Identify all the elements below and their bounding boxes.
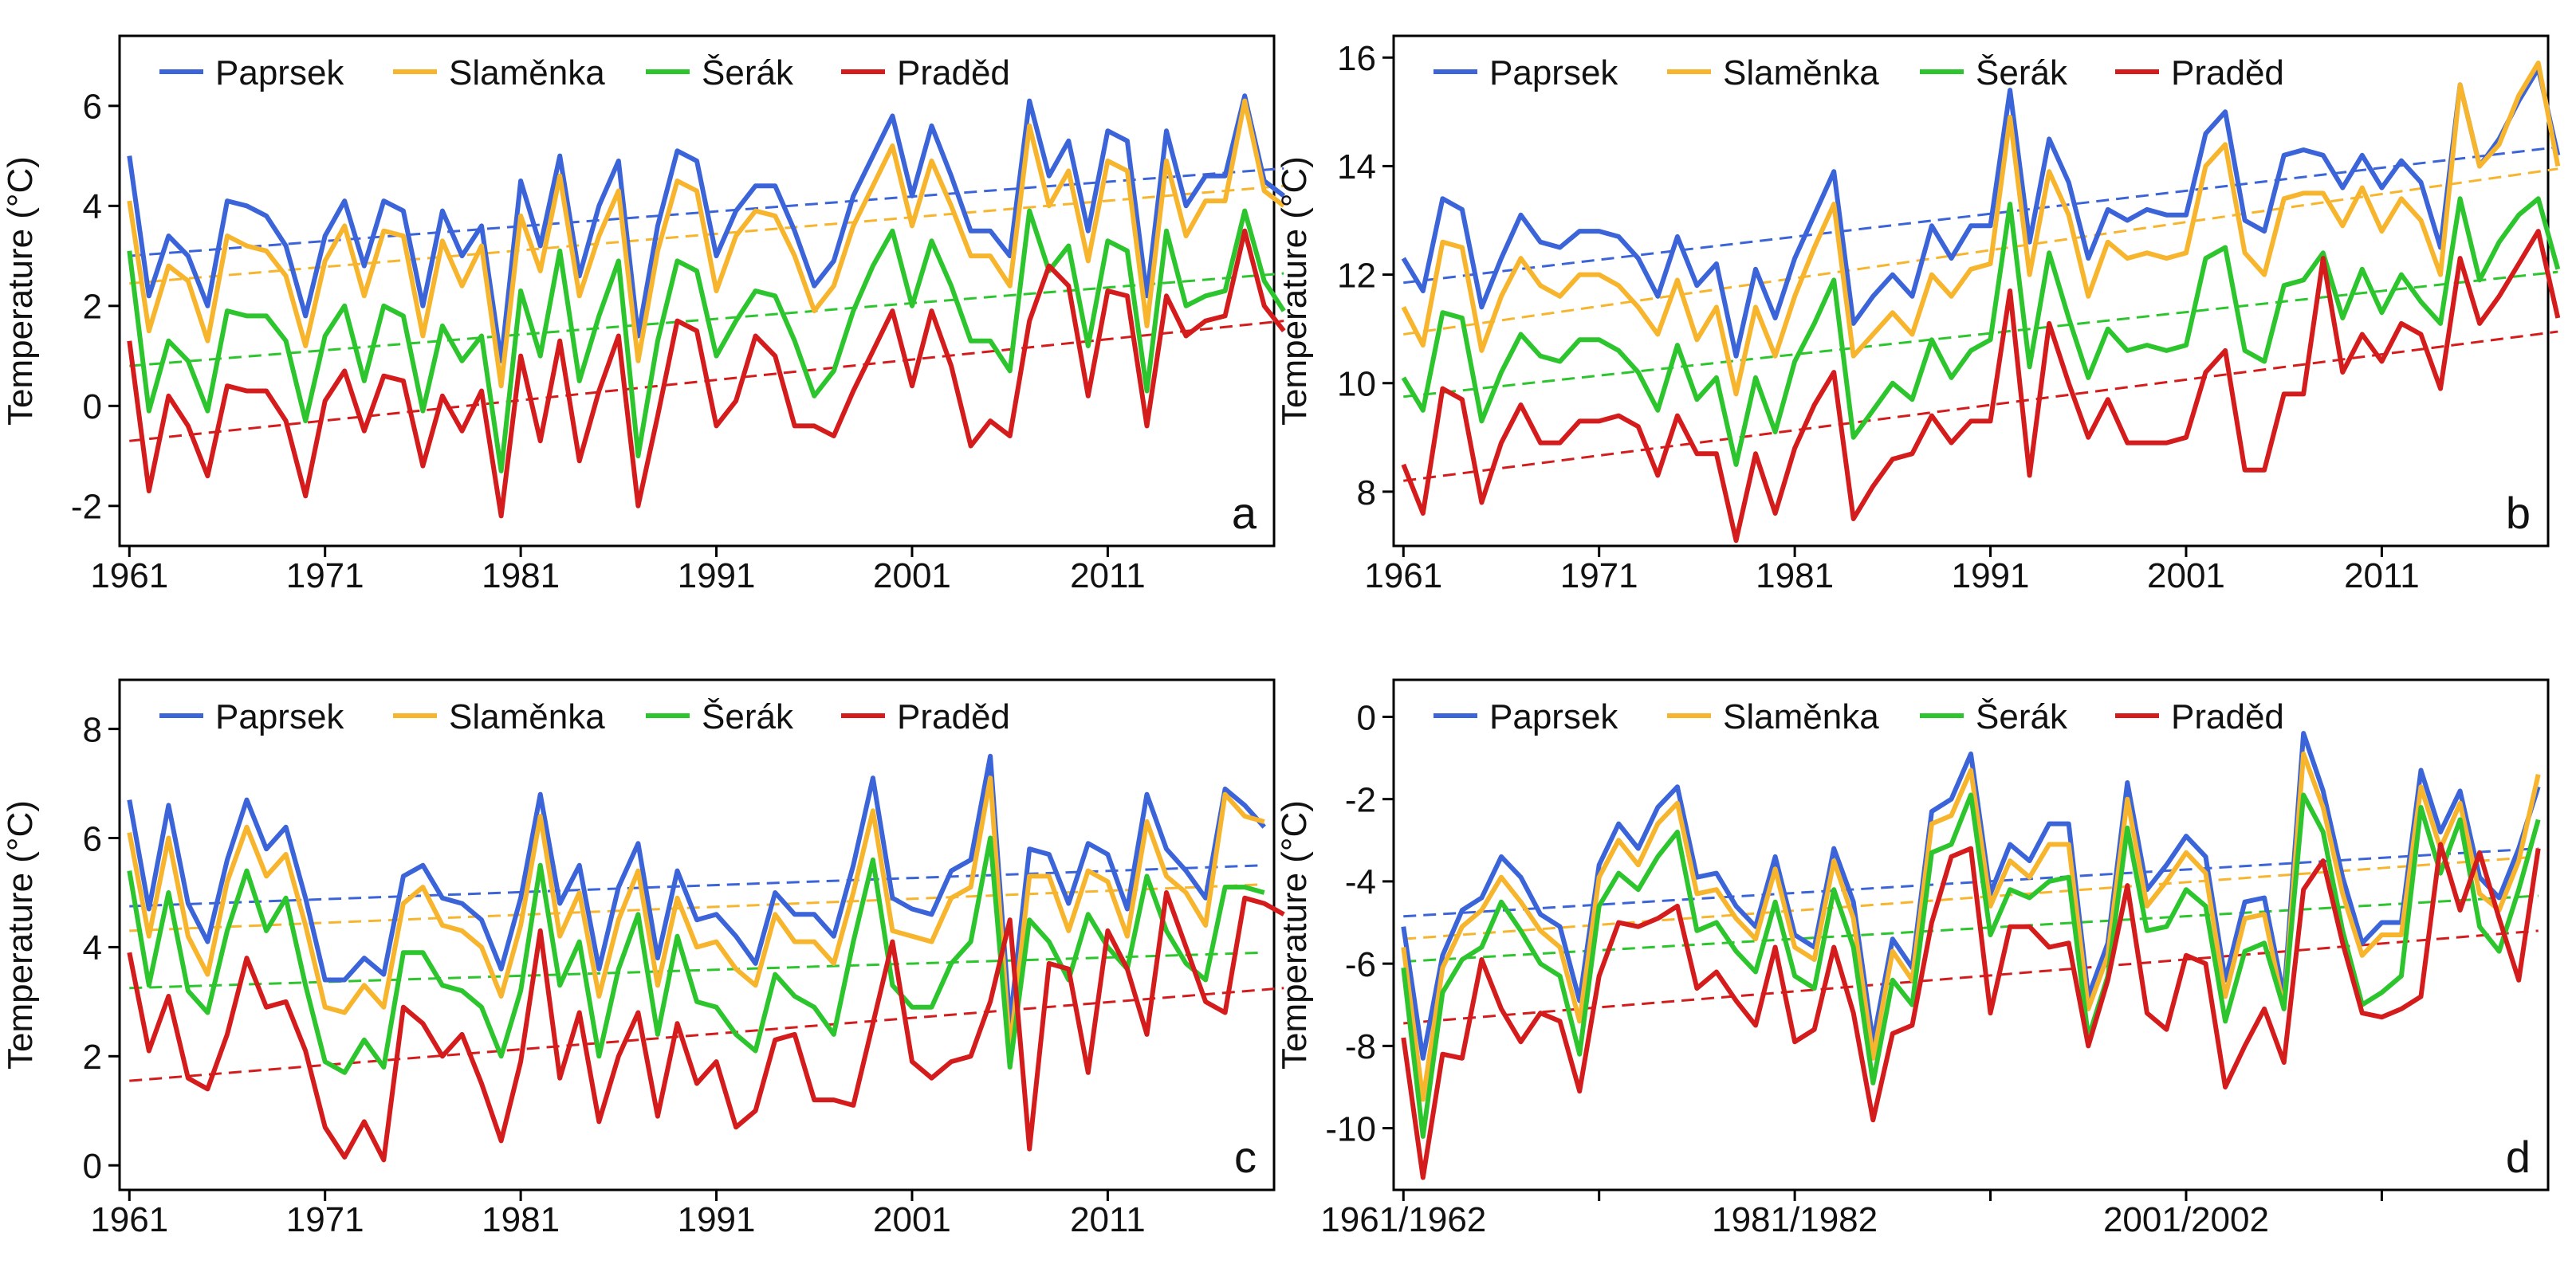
legend-label: Paprsek <box>215 697 344 736</box>
series-line-slaměnka <box>127 775 1265 1054</box>
y-tick-label: 6 <box>83 819 102 858</box>
x-tick-label: 1961 <box>90 556 168 595</box>
legend: Paprsek Slaměnka Šerák Praděd <box>1434 53 2284 92</box>
x-tick-label: 2011 <box>1070 556 1146 595</box>
y-tick-label: -8 <box>1345 1027 1376 1066</box>
x-tick-label: 2001 <box>2147 556 2225 595</box>
series-line-šerák <box>127 208 1286 473</box>
x-tick-label: 2001/2002 <box>2103 1200 2269 1239</box>
y-axis-label: Temperature (°C) <box>1 800 40 1070</box>
panel-letter: b <box>2506 488 2531 538</box>
series-line-praděd <box>1401 842 2541 1180</box>
series-line-paprsek <box>1401 65 2561 359</box>
x-tick-label: 1981/1982 <box>1712 1200 1878 1239</box>
trend-line-paprsek <box>129 864 1264 908</box>
y-axis-label: Temperature (°C) <box>1275 156 1314 426</box>
x-tick-label: 1981 <box>482 556 560 595</box>
x-tick-label: 1971 <box>286 1200 364 1239</box>
y-tick-label: 2 <box>83 288 102 327</box>
y-tick-label: 6 <box>83 88 102 127</box>
panel-d: -10 -8 -6 -4 -2 0 1961/1962 1981/1982 2001/2002 T… <box>1275 678 2550 1239</box>
series-line-praděd <box>127 890 1285 1163</box>
x-tick-label: 1971 <box>286 556 364 595</box>
legend-label: Šerák <box>702 697 794 736</box>
x-tick-label: 1971 <box>1560 556 1638 595</box>
series-line-paprsek <box>127 753 1266 1027</box>
y-tick-label: -4 <box>1345 863 1376 902</box>
y-tick-label: 0 <box>1357 698 1376 737</box>
trend-line-praděd <box>1403 330 2558 482</box>
series-line-slaměnka <box>1401 61 2561 397</box>
y-axis-label: Temperature (°C) <box>1 156 40 426</box>
legend: Paprsek Slaměnka Šerák Praděd <box>159 53 1010 92</box>
trend-line-slaměnka <box>129 883 1264 932</box>
legend-label: Praděd <box>2171 53 2284 92</box>
legend-label: Paprsek <box>1489 697 1618 736</box>
x-tick-label: 2001 <box>873 556 951 595</box>
legend-label: Šerák <box>702 53 794 92</box>
x-tick-label: 1991 <box>678 1200 756 1239</box>
x-tick-label: 2001 <box>873 1200 951 1239</box>
y-tick-label: 0 <box>83 387 102 426</box>
legend-label: Praděd <box>897 697 1010 736</box>
legend-label: Slaměnka <box>1723 697 1879 736</box>
legend-label: Slaměnka <box>449 53 605 92</box>
legend: Paprsek Slaměnka Šerák Praděd <box>1434 697 2284 736</box>
panel-b: 8 10 12 14 16 1961 1971 1981 1991 2001 2011 Tempera… <box>1275 34 2561 595</box>
x-tick-label: 1961 <box>1364 556 1442 595</box>
panel-letter: a <box>1232 488 1257 538</box>
legend-label: Paprsek <box>1489 53 1618 92</box>
series-line-šerák <box>127 835 1265 1075</box>
series-line-slaměnka <box>1401 751 2541 1102</box>
y-axis-label: Temperature (°C) <box>1275 800 1314 1070</box>
y-tick-label: 4 <box>83 928 102 968</box>
x-tick-label: 2011 <box>1070 1200 1146 1239</box>
plot-frame <box>118 34 1276 548</box>
series-line-šerák <box>1401 792 2541 1139</box>
legend-label: Praděd <box>2171 697 2284 736</box>
panel-letter: d <box>2506 1132 2531 1182</box>
panel-c: 0 2 4 6 8 1961 1971 1981 1991 2001 2011 Temperature… <box>1 678 1285 1239</box>
trend-line-praděd <box>129 987 1284 1082</box>
y-tick-label: 8 <box>83 710 102 749</box>
legend-label: Šerák <box>1976 53 2068 92</box>
y-tick-label: -6 <box>1345 945 1376 984</box>
panel-letter: c <box>1234 1132 1257 1182</box>
legend-label: Paprsek <box>215 53 344 92</box>
x-tick-label: 1991 <box>678 556 756 595</box>
trend-line-paprsek <box>1403 146 2558 285</box>
legend-label: Šerák <box>1976 697 2068 736</box>
x-tick-label: 2011 <box>2344 556 2420 595</box>
y-tick-label: 0 <box>83 1147 102 1186</box>
x-tick-label: 1961 <box>90 1200 168 1239</box>
y-tick-label: 12 <box>1337 256 1376 295</box>
y-tick-label: 16 <box>1337 39 1376 78</box>
legend: Paprsek Slaměnka Šerák Praděd <box>159 697 1010 736</box>
series-line-šerák <box>1401 196 2561 467</box>
legend-label: Slaměnka <box>1723 53 1879 92</box>
trend-line-slaměnka <box>1403 167 2558 336</box>
y-tick-label: -2 <box>1345 781 1376 820</box>
y-tick-label: 2 <box>83 1038 102 1077</box>
legend-label: Slaměnka <box>449 697 605 736</box>
panel-a: -2 0 2 4 6 1961 1971 1981 1991 2001 2011 Temperatur… <box>1 34 1286 595</box>
x-tick-label: 1981 <box>1756 556 1834 595</box>
x-tick-label: 1981 <box>482 1200 560 1239</box>
x-tick-label: 1991 <box>1952 556 2030 595</box>
legend-label: Praděd <box>897 53 1010 92</box>
y-tick-label: 4 <box>83 187 102 226</box>
series-line-praděd <box>1401 229 2561 544</box>
y-tick-label: -10 <box>1325 1109 1376 1148</box>
x-tick-label: 1961/1962 <box>1320 1200 1486 1239</box>
y-tick-label: 14 <box>1337 147 1376 186</box>
y-tick-label: -2 <box>71 488 102 527</box>
y-tick-label: 10 <box>1337 365 1376 404</box>
series-line-paprsek <box>127 93 1286 363</box>
series-line-praděd <box>127 228 1286 519</box>
y-tick-label: 8 <box>1357 473 1376 512</box>
series-line-slaměnka <box>127 98 1286 389</box>
trend-line-šerák <box>1403 270 2558 398</box>
